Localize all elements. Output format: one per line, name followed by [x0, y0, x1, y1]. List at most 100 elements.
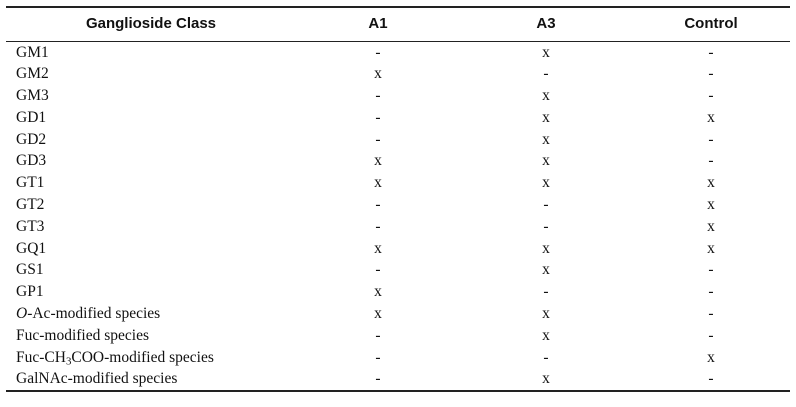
table-row: GT3 - - x — [6, 216, 790, 238]
cell-a3: - — [460, 194, 632, 216]
cell-a1: - — [296, 216, 460, 238]
table-row: GM2 x - - — [6, 63, 790, 85]
presence-mark: x — [542, 261, 550, 279]
presence-mark: - — [708, 283, 714, 301]
cell-a1: - — [296, 368, 460, 393]
cell-a3: - — [460, 63, 632, 85]
cell-control: - — [632, 85, 790, 107]
table-row: GalNAc-modified species - x - — [6, 368, 790, 393]
header-a3: A3 — [460, 6, 632, 42]
presence-mark: - — [708, 152, 714, 170]
table-row: Fuc-modified species - x - — [6, 325, 790, 347]
cell-a1: x — [296, 303, 460, 325]
cell-a1: - — [296, 41, 460, 63]
row-class-name: GS1 — [16, 261, 44, 279]
cell-control: x — [632, 347, 790, 369]
cell-a1: - — [296, 129, 460, 151]
presence-mark: - — [375, 108, 381, 126]
table-row: GM1 - x - — [6, 41, 790, 63]
presence-mark: - — [543, 283, 549, 301]
cell-control: x — [632, 107, 790, 129]
row-class-name: GT3 — [16, 217, 45, 235]
table-row: GS1 - x - — [6, 259, 790, 281]
cell-control: - — [632, 281, 790, 303]
presence-mark: x — [707, 348, 715, 366]
class-name-italic-prefix: O — [16, 305, 28, 323]
presence-mark: - — [708, 43, 714, 61]
cell-control: - — [632, 325, 790, 347]
presence-mark: x — [707, 239, 715, 257]
presence-mark: - — [375, 261, 381, 279]
presence-mark: - — [375, 370, 381, 388]
header-ganglioside-class: Ganglioside Class — [6, 6, 296, 42]
class-name-part1: Fuc-CH — [16, 348, 66, 366]
table-row: O-Ac-modified species x x - — [6, 303, 790, 325]
cell-a3: x — [460, 41, 632, 63]
presence-mark: x — [542, 43, 550, 61]
class-name-rest: -Ac-modified species — [27, 305, 161, 323]
cell-a1: x — [296, 63, 460, 85]
cell-a3: x — [460, 368, 632, 393]
presence-mark: x — [374, 65, 382, 83]
cell-a3: x — [460, 172, 632, 194]
presence-mark: - — [708, 370, 714, 388]
cell-a1: x — [296, 172, 460, 194]
table-row: GD3 x x - — [6, 150, 790, 172]
presence-mark: - — [708, 305, 714, 323]
table-row: GM3 - x - — [6, 85, 790, 107]
table-row: GT2 - - x — [6, 194, 790, 216]
cell-control: x — [632, 172, 790, 194]
ganglioside-table: Ganglioside Class A1 A3 Control GM1 - x … — [6, 6, 790, 393]
presence-mark: - — [375, 87, 381, 105]
cell-a1: x — [296, 238, 460, 260]
presence-mark: - — [375, 130, 381, 148]
row-class-name: GM3 — [16, 87, 49, 105]
row-class-name: Fuc-modified species — [16, 326, 150, 344]
table-row: GT1 x x x — [6, 172, 790, 194]
presence-mark: x — [374, 305, 382, 323]
cell-control: - — [632, 63, 790, 85]
presence-mark: x — [542, 239, 550, 257]
cell-control: - — [632, 129, 790, 151]
row-class-name: GD3 — [16, 152, 47, 170]
presence-mark: - — [543, 348, 549, 366]
class-name-subscript: 3 — [65, 355, 72, 368]
header-control: Control — [632, 6, 790, 42]
row-class-name: GalNAc-modified species — [6, 368, 296, 393]
row-class-name: GQ1 — [16, 239, 47, 257]
cell-a3: x — [460, 303, 632, 325]
cell-a1: - — [296, 85, 460, 107]
presence-mark: x — [374, 283, 382, 301]
cell-a3: - — [460, 216, 632, 238]
presence-mark: x — [542, 174, 550, 192]
cell-a1: - — [296, 259, 460, 281]
header-a1: A1 — [296, 6, 460, 42]
presence-mark: x — [374, 174, 382, 192]
presence-mark: x — [542, 87, 550, 105]
presence-mark: x — [542, 370, 550, 388]
presence-mark: x — [542, 108, 550, 126]
table-row: GD2 - x - — [6, 129, 790, 151]
presence-mark: x — [542, 326, 550, 344]
presence-mark: x — [707, 108, 715, 126]
presence-mark: x — [707, 196, 715, 214]
cell-a3: x — [460, 129, 632, 151]
presence-mark: - — [708, 65, 714, 83]
presence-mark: x — [542, 152, 550, 170]
cell-a3: - — [460, 347, 632, 369]
cell-control: x — [632, 238, 790, 260]
class-name-part2: COO-modified species — [71, 348, 214, 366]
presence-mark: - — [708, 130, 714, 148]
row-class-name: GP1 — [16, 283, 44, 301]
presence-mark: - — [543, 65, 549, 83]
presence-mark: - — [708, 326, 714, 344]
cell-control: - — [632, 303, 790, 325]
presence-mark: x — [542, 130, 550, 148]
cell-a3: - — [460, 281, 632, 303]
cell-a3: x — [460, 325, 632, 347]
presence-mark: - — [543, 217, 549, 235]
presence-mark: - — [375, 196, 381, 214]
cell-a1: - — [296, 325, 460, 347]
cell-a3: x — [460, 150, 632, 172]
